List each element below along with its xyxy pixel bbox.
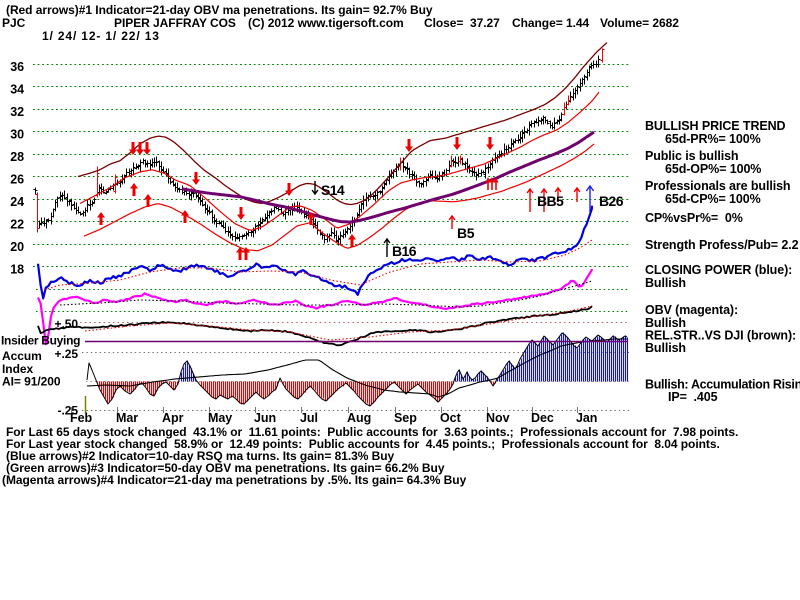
svg-text:Public is bullish: Public is bullish (645, 149, 738, 163)
svg-text:Jan: Jan (576, 411, 597, 425)
svg-text:Nov: Nov (486, 411, 510, 425)
svg-text:32: 32 (10, 105, 24, 119)
svg-text:For Last 65 days stock changed: For Last 65 days stock changed 43.1% or … (6, 425, 738, 439)
svg-text:(C) 2012 www.tigersoft.com: (C) 2012 www.tigersoft.com (248, 16, 404, 30)
svg-text:Bullish: Bullish (645, 341, 686, 355)
svg-text:Mar: Mar (116, 411, 138, 425)
svg-text:Aug: Aug (347, 411, 371, 425)
svg-text:18: 18 (10, 263, 24, 277)
svg-text:(Blue arrows)#2 Indicator=10-d: (Blue arrows)#2 Indicator=10-day RSQ ma … (6, 449, 395, 463)
svg-text:28: 28 (10, 150, 24, 164)
svg-text:(Magenta arrows)#4 Indicator=2: (Magenta arrows)#4 Indicator=21-day ma p… (2, 473, 467, 487)
svg-text:Accum: Accum (2, 349, 42, 363)
svg-text:Apr: Apr (162, 411, 184, 425)
svg-text:B26: B26 (599, 193, 624, 209)
svg-text:36: 36 (10, 60, 24, 74)
svg-text:PJC: PJC (2, 16, 26, 30)
svg-text:Close= 37.27: Close= 37.27 (424, 16, 500, 30)
svg-text:AI= 91/200: AI= 91/200 (2, 375, 61, 389)
svg-text:REL.STR..VS DJI (brown):: REL.STR..VS DJI (brown): (645, 329, 796, 343)
svg-text:65d-PR%= 100%: 65d-PR%= 100% (665, 132, 761, 146)
svg-text:Sep: Sep (394, 411, 417, 425)
svg-text:Change= 1.44: Change= 1.44 (512, 16, 589, 30)
svg-text:20: 20 (10, 240, 24, 254)
svg-text:Jul: Jul (300, 411, 318, 425)
svg-text:May: May (208, 411, 232, 425)
svg-text:Oct: Oct (440, 411, 462, 425)
svg-text:+.25: +.25 (55, 347, 79, 361)
svg-text:+.50: +.50 (55, 317, 79, 331)
svg-text:65d-OP%= 100%: 65d-OP%= 100% (665, 162, 761, 176)
svg-text:Dec: Dec (531, 411, 554, 425)
svg-text:Bullish: Accumulation Rising: Bullish: Accumulation Rising (645, 378, 800, 392)
svg-text:1/ 24/ 12- 1/ 22/ 13: 1/ 24/ 12- 1/ 22/ 13 (42, 29, 160, 43)
svg-text:Index: Index (2, 362, 33, 376)
svg-text:Insider Buying: Insider Buying (1, 334, 80, 348)
svg-text:30: 30 (10, 128, 24, 142)
svg-text:BB5: BB5 (537, 193, 564, 209)
svg-text:Professionals are bullish: Professionals are bullish (645, 179, 790, 193)
svg-text:IP= .405: IP= .405 (668, 390, 718, 404)
svg-text:BULLISH PRICE TREND: BULLISH PRICE TREND (645, 119, 786, 133)
svg-text:OBV (magenta):: OBV (magenta): (645, 303, 738, 317)
svg-text:Strength Profess/Pub= 2.2: Strength Profess/Pub= 2.2 (645, 238, 799, 252)
svg-text:34: 34 (10, 83, 24, 97)
svg-text:Jun: Jun (254, 411, 276, 425)
svg-text:B5: B5 (457, 225, 475, 241)
svg-text:26: 26 (10, 173, 24, 187)
svg-text:S14: S14 (321, 182, 345, 198)
svg-text:22: 22 (10, 218, 24, 232)
svg-text:Feb: Feb (70, 411, 92, 425)
svg-text:(Green arrows)#3 Indicator=50-: (Green arrows)#3 Indicator=50-day OBV ma… (6, 461, 445, 475)
svg-text:(Red arrows)#1 Indicator=21-da: (Red arrows)#1 Indicator=21-day OBV ma p… (6, 3, 433, 17)
svg-text:Bullish: Bullish (645, 276, 686, 290)
svg-text:For Last year stock changed 5: For Last year stock changed 58.9% or 12.… (6, 437, 720, 451)
svg-text:Volume= 2682: Volume= 2682 (600, 16, 679, 30)
svg-text:B16: B16 (392, 243, 417, 259)
svg-text:PIPER JAFFRAY COS: PIPER JAFFRAY COS (114, 16, 236, 30)
svg-text:-.25: -.25 (58, 404, 79, 418)
svg-text:Bullish: Bullish (645, 316, 686, 330)
svg-text:24: 24 (10, 195, 24, 209)
svg-text:CP%vsPr%= 0%: CP%vsPr%= 0% (645, 211, 743, 225)
svg-text:CLOSING POWER (blue):: CLOSING POWER (blue): (645, 263, 792, 277)
svg-text:65d-CP%= 100%: 65d-CP%= 100% (665, 192, 761, 206)
